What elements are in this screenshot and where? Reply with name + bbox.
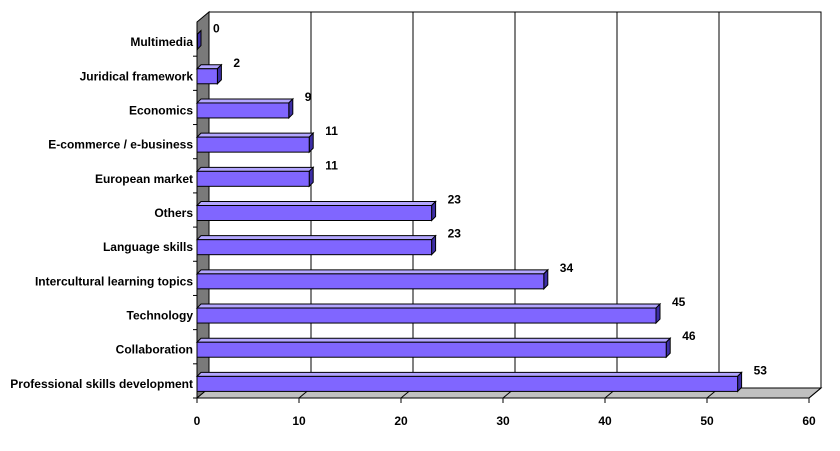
bar-side bbox=[543, 268, 549, 291]
category-label: Collaboration bbox=[116, 343, 193, 357]
bar-top bbox=[195, 235, 437, 241]
floor-gridline bbox=[808, 387, 822, 399]
x-tick-label: 40 bbox=[598, 414, 612, 428]
value-labels: 0 2 9 11 11 23 23 34 45 46 53 bbox=[213, 22, 767, 378]
bar-front bbox=[196, 102, 290, 119]
bar-front bbox=[196, 68, 218, 85]
value-label: 0 bbox=[213, 22, 220, 36]
x-tick-label: 0 bbox=[194, 414, 201, 428]
category-label: Juridical framework bbox=[80, 69, 194, 83]
category-label: E-commerce / e-business bbox=[48, 138, 193, 152]
bar-side bbox=[655, 302, 661, 325]
bar bbox=[195, 234, 437, 256]
x-tick-label: 50 bbox=[700, 414, 714, 428]
category-label: European market bbox=[95, 172, 193, 186]
x-axis-ticks: 0 10 20 30 40 50 60 bbox=[194, 397, 816, 428]
bar-top bbox=[195, 303, 662, 309]
bar-front bbox=[196, 205, 433, 221]
bar-side bbox=[308, 131, 314, 154]
bar-front bbox=[196, 341, 667, 358]
bar-front bbox=[196, 239, 433, 256]
category-label: Language skills bbox=[103, 240, 193, 254]
bar-top bbox=[195, 132, 315, 138]
bar-front bbox=[196, 136, 310, 153]
value-label: 23 bbox=[448, 227, 462, 241]
category-label: Technology bbox=[127, 309, 194, 323]
bar-front bbox=[196, 273, 545, 290]
bar bbox=[195, 337, 672, 359]
category-label: Professional skills development bbox=[10, 377, 193, 391]
bar bbox=[195, 268, 550, 291]
bar-top bbox=[195, 337, 672, 343]
bar-front bbox=[196, 34, 198, 51]
bar bbox=[195, 166, 315, 188]
bar bbox=[195, 371, 743, 393]
x-tick-label: 60 bbox=[802, 414, 816, 428]
bar-top bbox=[195, 166, 315, 172]
x-tick-label: 20 bbox=[394, 414, 408, 428]
bar-top bbox=[195, 269, 550, 275]
bar-front bbox=[196, 170, 310, 187]
bar-side bbox=[216, 63, 222, 85]
bar bbox=[195, 63, 223, 85]
category-label: Multimedia bbox=[130, 35, 193, 49]
category-label: Economics bbox=[129, 103, 193, 117]
bar-top bbox=[195, 98, 295, 104]
category-labels: Multimedia Juridical framework Economics E-… bbox=[10, 35, 193, 391]
x-tick-label: 10 bbox=[292, 414, 306, 428]
category-label: Intercultural learning topics bbox=[35, 274, 193, 288]
value-label: 9 bbox=[305, 90, 312, 104]
bar bbox=[196, 29, 202, 51]
bar-side bbox=[431, 200, 437, 222]
bar bbox=[195, 302, 662, 325]
value-label: 34 bbox=[560, 261, 574, 275]
bar-front bbox=[196, 307, 657, 324]
bar bbox=[195, 131, 315, 154]
bar-front bbox=[196, 375, 739, 392]
category-label: Others bbox=[154, 206, 193, 220]
bar-side bbox=[665, 337, 671, 359]
value-label: 46 bbox=[682, 329, 696, 343]
value-label: 2 bbox=[233, 56, 240, 70]
bar-top bbox=[195, 371, 743, 377]
x-tick-label: 30 bbox=[496, 414, 510, 428]
bar-side bbox=[737, 371, 743, 393]
bar-top bbox=[195, 201, 437, 206]
value-label: 11 bbox=[325, 124, 338, 138]
bar bbox=[195, 97, 295, 120]
gridlines bbox=[193, 12, 822, 399]
value-label: 53 bbox=[754, 363, 768, 377]
bar-side bbox=[431, 234, 437, 256]
value-label: 11 bbox=[325, 158, 338, 172]
value-label: 45 bbox=[672, 295, 686, 309]
bars bbox=[195, 29, 743, 393]
bar-side bbox=[288, 97, 294, 120]
value-label: 23 bbox=[448, 193, 462, 207]
bar-side bbox=[308, 166, 314, 188]
bar bbox=[195, 200, 437, 222]
